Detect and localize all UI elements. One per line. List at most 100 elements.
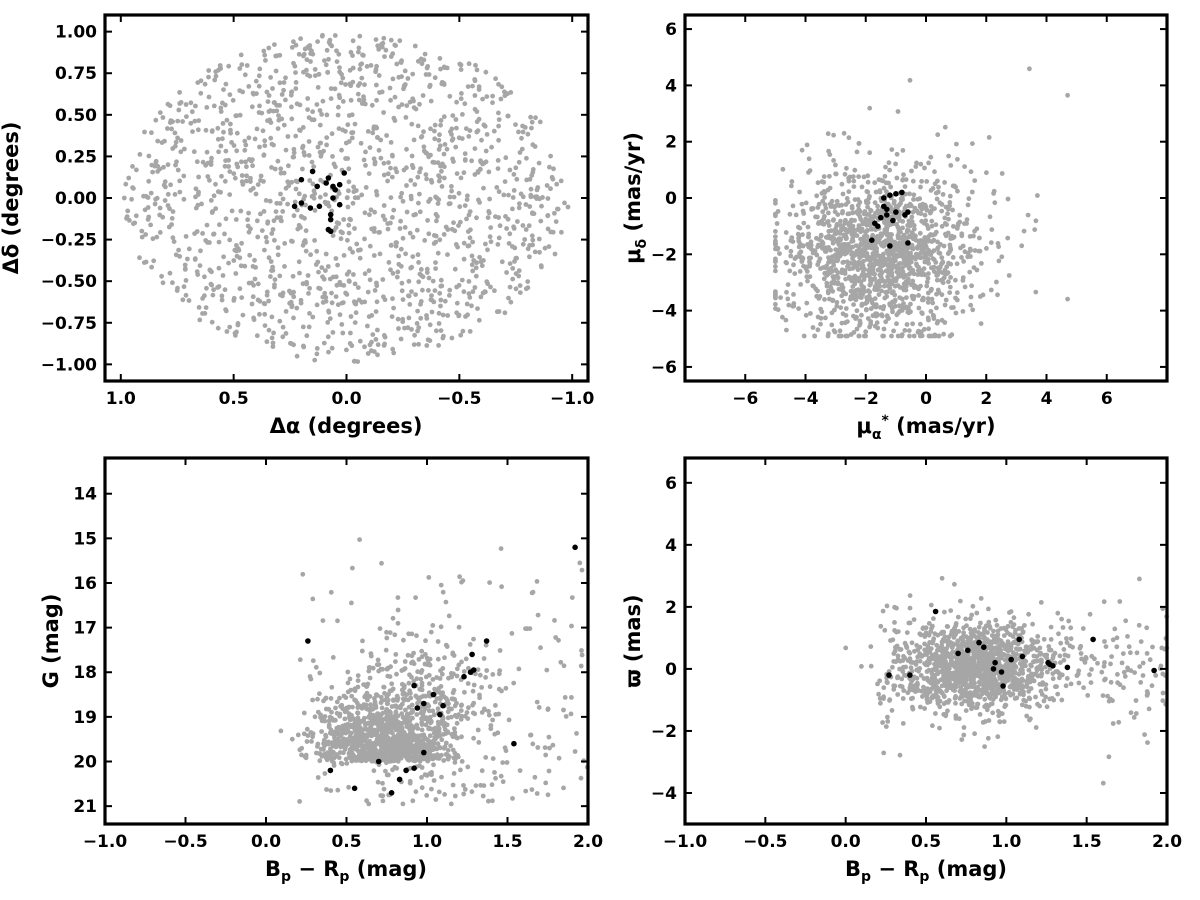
sky-background-point bbox=[257, 298, 263, 304]
cmd-background-point bbox=[310, 658, 316, 664]
sky-background-point bbox=[390, 51, 396, 57]
cmd-background-point bbox=[441, 758, 447, 763]
sky-background-point bbox=[229, 140, 235, 145]
plx-background-point bbox=[1087, 611, 1093, 617]
sky-background-point bbox=[440, 335, 446, 341]
sky-background-point bbox=[438, 297, 444, 303]
pm-background-point bbox=[1019, 243, 1025, 249]
plx-background-point bbox=[1160, 690, 1166, 696]
pm-background-point bbox=[849, 250, 855, 256]
pm-background-point bbox=[845, 199, 851, 205]
sky-background-point bbox=[143, 193, 149, 199]
sky-background-point bbox=[191, 149, 197, 155]
sky-member-points bbox=[291, 168, 348, 235]
cmd-background-point bbox=[431, 712, 437, 718]
cmd-background-point bbox=[390, 767, 395, 773]
pm-background-point bbox=[824, 270, 829, 276]
sky-background-point bbox=[328, 86, 334, 91]
sky-background-point bbox=[429, 179, 435, 185]
sky-background-point bbox=[415, 252, 421, 258]
sky-background-point bbox=[447, 194, 453, 200]
sky-background-point bbox=[177, 189, 183, 195]
sky-background-point bbox=[233, 217, 239, 222]
sky-background-point bbox=[230, 97, 236, 103]
pm-background-point bbox=[880, 306, 886, 312]
pm-background-point bbox=[911, 271, 917, 277]
pm-background-point bbox=[799, 201, 805, 207]
pm-background-point bbox=[972, 178, 978, 184]
sky-background-point bbox=[437, 237, 443, 243]
sky-background-point bbox=[131, 186, 136, 191]
cmd-background-point bbox=[419, 648, 425, 654]
sky-background-point bbox=[233, 333, 238, 338]
pm-background-point bbox=[835, 251, 841, 257]
sky-background-point bbox=[347, 67, 353, 73]
pm-background-point bbox=[911, 333, 917, 339]
cmd-background-point bbox=[439, 774, 444, 780]
pm-background-point bbox=[784, 327, 789, 333]
sky-background-point bbox=[317, 108, 323, 113]
sky-background-point bbox=[269, 335, 275, 341]
pm-background-point bbox=[933, 260, 939, 265]
sky-background-point bbox=[257, 103, 262, 109]
pm-y-tick-label: 6 bbox=[665, 20, 677, 40]
sky-background-point bbox=[325, 320, 331, 325]
sky-background-point bbox=[226, 63, 232, 69]
pm-background-point bbox=[900, 177, 906, 182]
pm-background-point bbox=[925, 296, 931, 301]
sky-background-point bbox=[382, 341, 387, 347]
cmd-background-point bbox=[330, 655, 336, 660]
sky-background-point bbox=[456, 190, 462, 196]
sky-background-point bbox=[190, 129, 195, 135]
cmd-background-point bbox=[527, 626, 533, 631]
sky-background-point bbox=[337, 65, 342, 70]
cmd-background-point bbox=[432, 686, 437, 692]
sky-background-point bbox=[259, 110, 265, 116]
cmd-background-point bbox=[383, 756, 389, 762]
sky-background-point bbox=[265, 118, 270, 124]
sky-background-point bbox=[346, 230, 352, 236]
sky-background-point bbox=[438, 283, 444, 289]
cmd-background-point bbox=[463, 656, 469, 662]
sky-background-point bbox=[412, 182, 418, 187]
cmd-background-point bbox=[530, 741, 536, 747]
pm-background-point bbox=[796, 306, 801, 311]
sky-background-point bbox=[165, 203, 171, 208]
cmd-background-point bbox=[367, 675, 373, 681]
cmd-background-point bbox=[320, 618, 326, 623]
pm-background-point bbox=[926, 271, 931, 276]
pm-y-tick-label: −4 bbox=[651, 302, 677, 322]
sky-background-point bbox=[394, 169, 400, 175]
pm-background-point bbox=[942, 302, 948, 308]
sky-background-point bbox=[202, 311, 208, 316]
cmd-background-point bbox=[426, 708, 432, 714]
cmd-background-point bbox=[387, 630, 393, 635]
pm-background-point bbox=[971, 265, 977, 270]
sky-background-point bbox=[449, 226, 455, 232]
pm-background-point bbox=[923, 218, 929, 224]
sky-x-label: Δα (degrees) bbox=[270, 414, 423, 438]
sky-background-point bbox=[395, 269, 401, 275]
sky-background-point bbox=[455, 244, 460, 250]
cmd-background-point bbox=[367, 713, 373, 719]
sky-x-tick-label: 0.5 bbox=[219, 389, 249, 409]
sky-background-point bbox=[377, 251, 383, 257]
cmd-background-point bbox=[398, 738, 404, 744]
pm-background-point bbox=[883, 268, 889, 274]
cmd-background-point bbox=[442, 744, 448, 750]
pm-background-point bbox=[947, 203, 952, 209]
cmd-background-point bbox=[347, 755, 352, 760]
pm-background-point bbox=[915, 245, 921, 251]
pm-background-point bbox=[835, 280, 841, 285]
cmd-background-point bbox=[466, 705, 471, 711]
sky-background-point bbox=[186, 298, 192, 303]
pm-background-point bbox=[925, 300, 931, 305]
cmd-background-point bbox=[378, 700, 384, 706]
sky-background-point bbox=[293, 42, 299, 48]
plx-background-point bbox=[1136, 622, 1142, 628]
sky-background-point bbox=[449, 184, 454, 189]
sky-background-point bbox=[404, 103, 410, 108]
sky-background-point bbox=[266, 45, 272, 51]
sky-background-point bbox=[221, 254, 227, 260]
pm-background-point bbox=[926, 247, 931, 253]
